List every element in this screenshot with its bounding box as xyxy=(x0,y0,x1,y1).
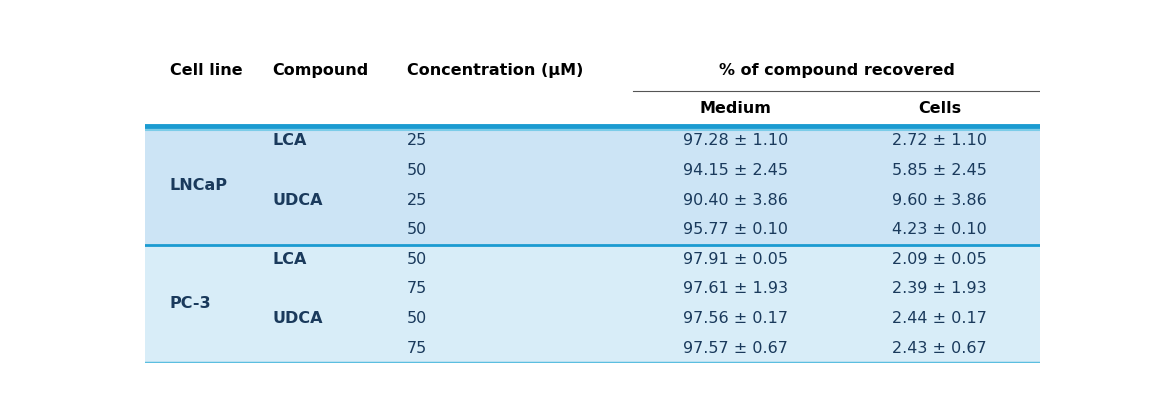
Text: 90.40 ± 3.86: 90.40 ± 3.86 xyxy=(683,193,788,208)
Text: LCA: LCA xyxy=(273,133,307,148)
Text: 95.77 ± 0.10: 95.77 ± 0.10 xyxy=(683,222,788,237)
Text: 97.57 ± 0.67: 97.57 ± 0.67 xyxy=(683,341,788,356)
Text: 25: 25 xyxy=(407,133,428,148)
Text: PC-3: PC-3 xyxy=(170,296,212,311)
Text: UDCA: UDCA xyxy=(273,193,324,208)
Bar xyxy=(144,49,1040,126)
Text: LCA: LCA xyxy=(273,252,307,267)
Text: 25: 25 xyxy=(407,193,428,208)
Text: LNCaP: LNCaP xyxy=(170,178,228,193)
Text: 75: 75 xyxy=(407,341,428,356)
Text: Cells: Cells xyxy=(918,101,961,116)
Text: 75: 75 xyxy=(407,282,428,297)
Text: Medium: Medium xyxy=(699,101,772,116)
Text: 9.60 ± 3.86: 9.60 ± 3.86 xyxy=(892,193,987,208)
Text: 4.23 ± 0.10: 4.23 ± 0.10 xyxy=(892,222,987,237)
Text: 97.28 ± 1.10: 97.28 ± 1.10 xyxy=(683,133,788,148)
Text: % of compound recovered: % of compound recovered xyxy=(719,62,955,78)
Text: 50: 50 xyxy=(407,163,428,178)
Text: 2.39 ± 1.93: 2.39 ± 1.93 xyxy=(892,282,987,297)
Text: 50: 50 xyxy=(407,252,428,267)
Text: 94.15 ± 2.45: 94.15 ± 2.45 xyxy=(683,163,788,178)
Text: 5.85 ± 2.45: 5.85 ± 2.45 xyxy=(892,163,987,178)
Text: 97.61 ± 1.93: 97.61 ± 1.93 xyxy=(683,282,788,297)
Bar xyxy=(144,126,1040,244)
Text: 97.56 ± 0.17: 97.56 ± 0.17 xyxy=(683,311,788,326)
Text: 2.72 ± 1.10: 2.72 ± 1.10 xyxy=(892,133,987,148)
Text: 50: 50 xyxy=(407,222,428,237)
Text: 50: 50 xyxy=(407,311,428,326)
Text: 2.43 ± 0.67: 2.43 ± 0.67 xyxy=(892,341,987,356)
Text: 2.09 ± 0.05: 2.09 ± 0.05 xyxy=(892,252,987,267)
Text: Concentration (μM): Concentration (μM) xyxy=(407,62,584,78)
Text: 97.91 ± 0.05: 97.91 ± 0.05 xyxy=(683,252,788,267)
Text: 2.44 ± 0.17: 2.44 ± 0.17 xyxy=(892,311,987,326)
Text: Cell line: Cell line xyxy=(170,62,243,78)
Text: UDCA: UDCA xyxy=(273,311,324,326)
Bar xyxy=(144,244,1040,363)
Text: Compound: Compound xyxy=(273,62,369,78)
